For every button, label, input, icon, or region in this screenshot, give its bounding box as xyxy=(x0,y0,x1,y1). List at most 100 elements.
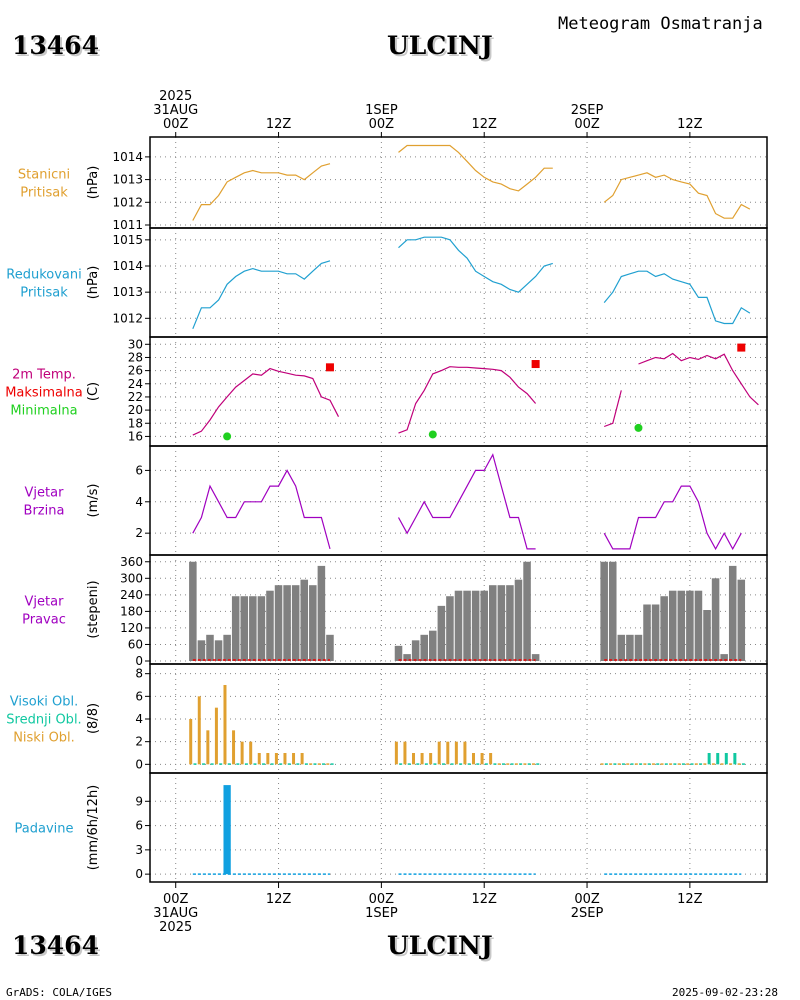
panel-frame xyxy=(149,336,768,447)
top-axis-tick-label: 12Z xyxy=(677,117,703,132)
cloud-bar xyxy=(733,753,737,765)
bar xyxy=(694,590,703,661)
cloud-bar-zero xyxy=(536,763,540,765)
panel-legend-label: 2m Temp. xyxy=(12,368,76,383)
cloud-bar-zero xyxy=(643,763,647,765)
bar xyxy=(189,561,197,661)
y-tick-label: 30 xyxy=(128,337,143,351)
cloud-bar xyxy=(420,753,424,765)
panel-wind-speed: 2 4 6 (m/s) Vjetar Brzina xyxy=(24,445,768,556)
panel-legend-label: Pritisak xyxy=(20,186,68,201)
bar xyxy=(326,634,334,661)
panel-unit-label: (C) xyxy=(86,382,101,401)
bar xyxy=(429,630,437,661)
panel-legend-label: Stanicni xyxy=(18,168,70,183)
bottom-axis-tick-label: 12Z xyxy=(266,892,292,907)
y-tick-label: 18 xyxy=(128,416,143,430)
cloud-bar xyxy=(707,753,711,765)
cloud-bar-zero xyxy=(262,763,266,765)
panel-unit-label: (8/8) xyxy=(86,703,101,734)
panel-frame xyxy=(149,445,768,556)
y-tick-label: 8 xyxy=(135,667,143,681)
panel-legend-label: Padavine xyxy=(15,822,74,837)
timestamp-text: 2025-09-02-23:28 xyxy=(672,986,778,999)
station-name-top: ULCINJ xyxy=(387,31,493,60)
cloud-bar-zero xyxy=(720,763,724,765)
bar xyxy=(686,590,694,661)
y-tick-label: 4 xyxy=(135,495,143,509)
cloud-bar-zero xyxy=(459,763,463,765)
bar xyxy=(197,640,206,661)
top-axis-date-label: 31AUG xyxy=(153,103,198,118)
cloud-bar-zero xyxy=(244,763,248,765)
min-temp-marker xyxy=(428,430,437,439)
y-tick-label: 22 xyxy=(128,390,143,404)
cloud-bar-zero xyxy=(514,763,518,765)
panel-data xyxy=(192,785,742,875)
bar xyxy=(626,634,634,661)
cloud-bar-zero xyxy=(690,763,694,765)
series-line xyxy=(398,236,553,293)
cloud-bar-zero xyxy=(279,763,283,765)
cloud-bar-zero xyxy=(639,763,643,765)
bar xyxy=(223,785,231,875)
cloud-bar-zero xyxy=(634,763,638,765)
bar xyxy=(643,604,651,661)
y-tick-label: 16 xyxy=(128,429,143,443)
y-tick-label: 1015 xyxy=(112,233,143,247)
panel-unit-label: (hPa) xyxy=(86,166,101,200)
credit-text: GrADS: COLA/IGES xyxy=(6,986,112,999)
panel-legend-label: Brzina xyxy=(24,504,65,519)
cloud-bar xyxy=(189,719,193,765)
cloud-bar-zero xyxy=(193,763,197,765)
cloud-bar xyxy=(403,741,407,765)
y-tick-label: 2 xyxy=(135,735,143,749)
cloud-bar xyxy=(257,753,261,765)
y-tick-label: 1013 xyxy=(112,285,143,299)
panel-legend-label: Visoki Obl. xyxy=(10,695,78,710)
bar xyxy=(266,590,274,661)
cloud-bar-zero xyxy=(210,763,214,765)
y-tick-label: 0 xyxy=(135,654,143,668)
cloud-bar-zero xyxy=(626,763,630,765)
panel-legend-label: Redukovani xyxy=(6,268,81,283)
bar xyxy=(403,654,411,661)
cloud-bar-zero xyxy=(699,763,703,765)
y-tick-label: 180 xyxy=(120,604,143,618)
bar xyxy=(651,604,660,661)
bar xyxy=(206,634,214,661)
panel-frame xyxy=(149,227,768,338)
top-axis-tick-label: 12Z xyxy=(471,117,497,132)
cloud-bar-zero xyxy=(287,763,291,765)
cloud-bar-zero xyxy=(519,763,523,765)
top-axis-tick-label: 00Z xyxy=(163,117,189,132)
cloud-bar-zero xyxy=(304,763,308,765)
panel-precipitation: 0 3 6 9 (mm/6h/12h) Padavine xyxy=(15,772,768,883)
top-axis-tick-label: 00Z xyxy=(574,117,600,132)
bar xyxy=(514,579,523,661)
bar xyxy=(454,590,463,661)
cloud-bar xyxy=(197,696,201,765)
y-tick-label: 28 xyxy=(128,350,143,364)
bar xyxy=(283,585,291,661)
panel-legend-label: Maksimalna xyxy=(5,386,83,401)
cloud-bar-zero xyxy=(326,763,330,765)
bar xyxy=(677,590,686,661)
cloud-bar-zero xyxy=(476,763,480,765)
series-line xyxy=(192,469,331,550)
cloud-bar xyxy=(412,753,416,765)
cloud-bar-zero xyxy=(510,763,514,765)
cloud-bar-zero xyxy=(617,763,621,765)
max-temp-marker xyxy=(325,363,334,372)
y-tick-label: 0 xyxy=(135,757,143,771)
cloud-bar-zero xyxy=(467,763,471,765)
cloud-bar-zero xyxy=(484,763,488,765)
max-temp-marker xyxy=(531,360,540,369)
cloud-bar-zero xyxy=(600,763,604,765)
cloud-bar xyxy=(716,753,720,765)
y-tick-label: 1012 xyxy=(112,311,143,325)
bar xyxy=(223,634,231,661)
cloud-bar-zero xyxy=(656,763,660,765)
series-line xyxy=(398,144,553,192)
bottom-axis-date-label: 31AUG xyxy=(153,906,198,921)
